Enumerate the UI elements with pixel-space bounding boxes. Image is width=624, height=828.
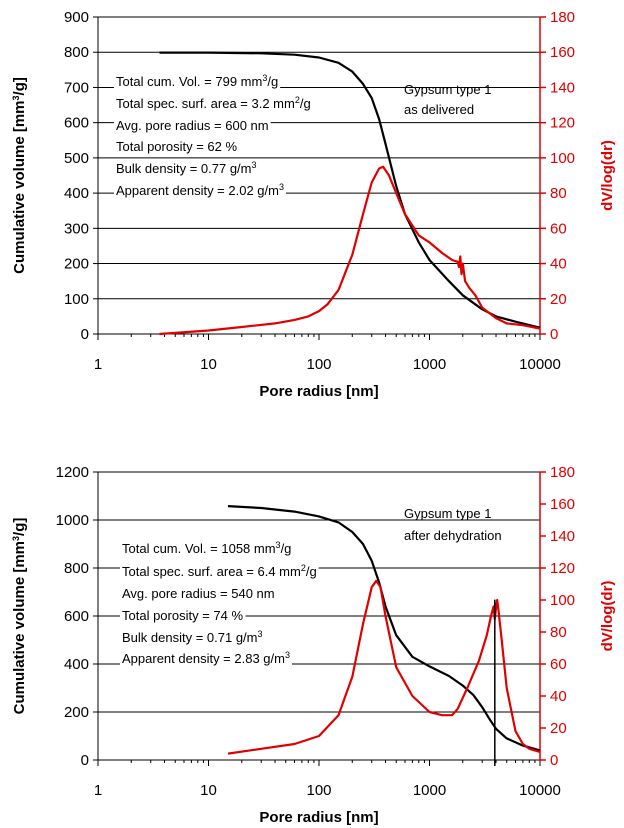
x-tick-label: 10 [200,356,217,373]
x-tick-label: 1 [94,356,102,373]
y2-tick-label: 100 [550,150,575,167]
y-tick-label: 1200 [56,464,89,481]
property-text: Total porosity = 74 % [122,608,243,623]
y-tick-label: 800 [64,44,89,61]
property-text: Total cum. Vol. = 799 mm3/g [116,73,278,89]
sample-annotation: after dehydration [404,528,502,543]
property-text-bg [120,586,277,601]
y2-tick-label: 180 [550,464,575,481]
property-text-bg [114,118,271,133]
property-text-bg [120,540,294,556]
sample-annotation: as delivered [404,102,474,117]
y2-tick-label: 0 [550,326,558,343]
y2-tick-label: 180 [550,9,575,26]
y2-tick-label: 60 [550,220,567,237]
chart-after-dehydration: 0 200 400 600 800 1000 1200 1 10 100 1000 10000 0 20 4… [11,464,616,826]
property-text: Total spec. surf. area = 6.4 mm2/g [122,563,317,579]
property-text: Bulk density = 0.71 g/m3 [122,629,263,645]
series-dv-log-dr-line [227,579,541,755]
property-text: Avg. pore radius = 540 nm [122,586,275,601]
property-text: Apparent density = 2.02 g/m3 [116,182,284,198]
y-axis-label: Cumulative volume [mm3/g] [11,518,28,715]
y-tick-label: 100 [64,291,89,308]
x-axis-label: Pore radius [nm] [259,809,378,826]
x-tick-label: 10 [200,782,217,799]
y-tick-label: 200 [64,704,89,721]
property-text: Apparent density = 2.83 g/m3 [122,650,290,666]
y2-tick-label: 120 [550,560,575,577]
property-text: Bulk density = 0.77 g/m3 [116,160,257,176]
x-tick-label: 10000 [519,356,561,373]
property-text: Total cum. Vol. = 1058 mm3/g [122,540,291,556]
y2-tick-label: 80 [550,624,567,641]
y2-tick-label: 60 [550,656,567,673]
property-text: Total porosity = 62 % [116,139,237,154]
y-tick-label: 600 [64,608,89,625]
property-text-bg [114,73,281,89]
x-tick-label: 1 [94,782,102,799]
series-dv-log-dr-line [159,165,541,336]
y-tick-label: 1000 [56,512,89,529]
y2-axis-label: dV/log(dr) [599,140,616,211]
x-tick-label: 100 [306,782,331,799]
y2-tick-label: 140 [550,528,575,545]
y2-axis-label: dV/log(dr) [599,581,616,652]
y-tick-label: 400 [64,185,89,202]
property-text-bg [120,629,265,645]
series-cumulative-volume-line [159,51,541,329]
y2-tick-label: 160 [550,496,575,513]
y-tick-label: 500 [64,150,89,167]
y2-tick-label: 120 [550,115,575,132]
y2-tick-label: 20 [550,291,567,308]
y-tick-label: 600 [64,115,89,132]
x-tick-label: 100 [306,356,331,373]
property-text-bg [120,608,246,623]
x-tick-label: 10000 [519,782,561,799]
property-text-bg [120,563,319,579]
y-tick-label: 800 [64,560,89,577]
y-tick-label: 200 [64,256,89,273]
property-text-bg [114,160,259,176]
property-text: Total spec. surf. area = 3.2 mm2/g [116,95,311,111]
y2-tick-label: 140 [550,79,575,96]
property-text-bg [114,95,313,111]
x-tick-label: 1000 [413,782,446,799]
y2-tick-label: 160 [550,44,575,61]
property-text-bg [120,650,292,666]
y2-tick-label: 0 [550,752,558,769]
property-text-bg [114,139,240,154]
y-tick-label: 0 [81,752,89,769]
sample-annotation: Gypsum type 1 [404,506,491,521]
y2-tick-label: 40 [550,688,567,705]
x-tick-label: 1000 [413,356,446,373]
y2-tick-label: 100 [550,592,575,609]
y-axis-label: Cumulative volume [mm3/g] [11,77,28,274]
y-tick-label: 300 [64,220,89,237]
x-axis-label: Pore radius [nm] [259,383,378,400]
y-tick-label: 0 [81,326,89,343]
y-tick-label: 900 [64,9,89,26]
y2-tick-label: 40 [550,256,567,273]
y-tick-label: 700 [64,79,89,96]
sample-annotation: Gypsum type 1 [404,82,491,97]
property-text-bg [114,182,286,198]
y-tick-label: 400 [64,656,89,673]
y2-tick-label: 20 [550,720,567,737]
property-text: Avg. pore radius = 600 nm [116,118,269,133]
y2-tick-label: 80 [550,185,567,202]
series-cumulative-volume-line [227,505,541,752]
